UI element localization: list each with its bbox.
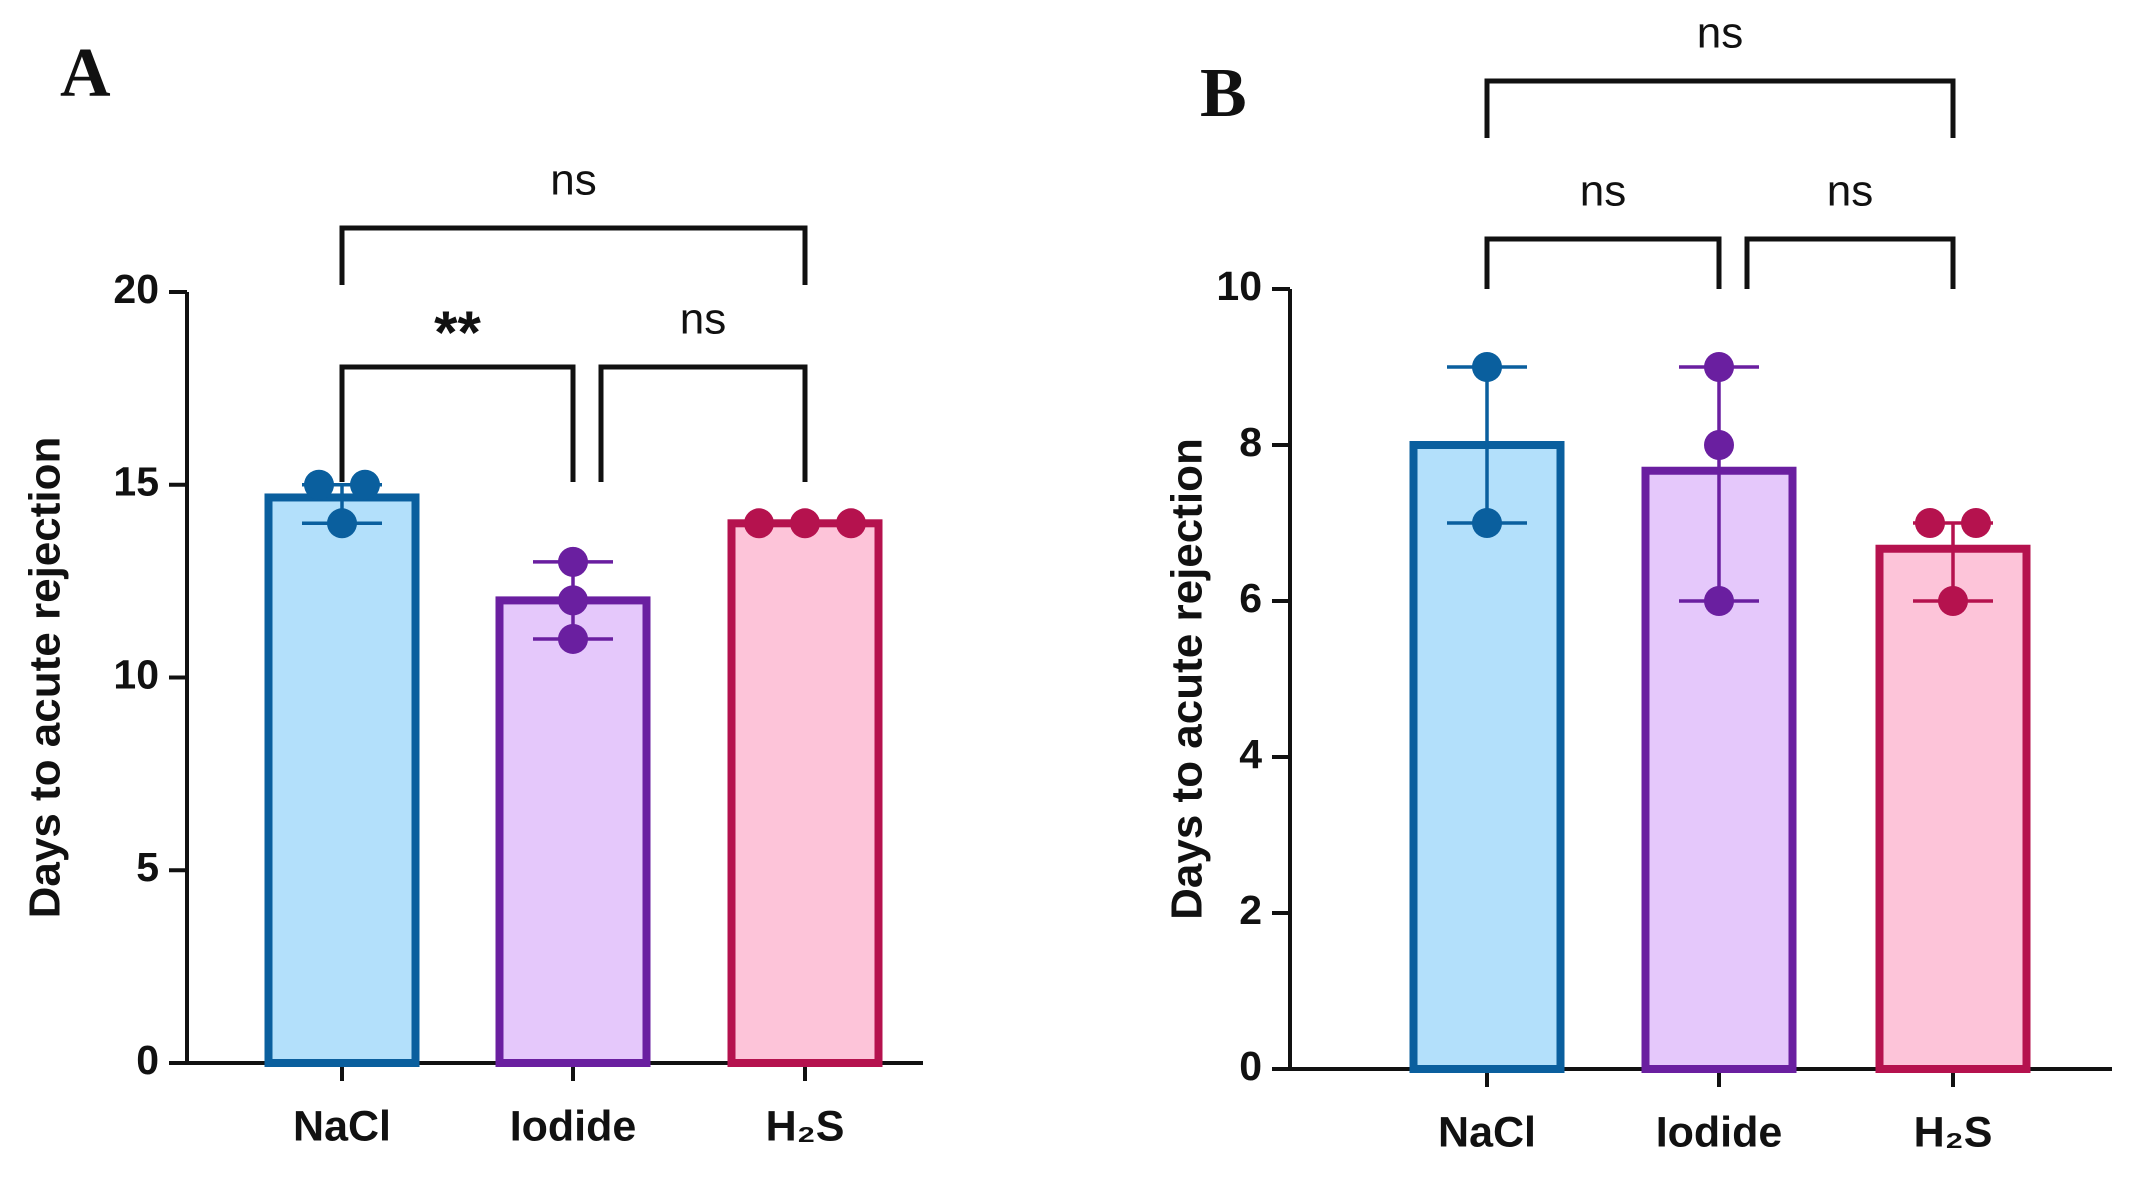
x-tick-label: NaCl (1438, 1108, 1536, 1156)
significance-label: ns (1580, 167, 1626, 216)
data-point (327, 508, 357, 539)
data-point (1472, 508, 1502, 538)
data-point (1961, 508, 1991, 538)
significance-bracket (339, 225, 808, 285)
significance-label: ** (434, 299, 481, 366)
significance-bracket (598, 364, 808, 482)
bar (1409, 441, 1565, 1073)
data-point (304, 469, 334, 500)
data-point (790, 508, 820, 539)
y-tick-label: 20 (113, 266, 159, 312)
panel-label: A (60, 35, 111, 112)
significance-label: ns (1827, 167, 1873, 216)
y-tick-label: 5 (136, 844, 159, 890)
y-axis-label: Days to acute rejection (21, 437, 70, 919)
x-tick-label: H₂S (1914, 1108, 1993, 1156)
data-point (1704, 352, 1734, 382)
data-point (558, 623, 588, 654)
significance-bracket (1484, 236, 1722, 289)
x-tick-label: NaCl (293, 1102, 391, 1150)
data-point (744, 508, 774, 539)
data-point (558, 546, 588, 577)
y-axis-label: Days to acute rejection (1163, 438, 1212, 920)
significance-label: ns (550, 156, 596, 205)
y-tick-label: 10 (1216, 263, 1262, 309)
y-tick-label: 4 (1239, 731, 1262, 777)
significance-bracket (1744, 236, 1956, 289)
data-point (558, 585, 588, 616)
data-point (836, 508, 866, 539)
data-point (350, 469, 380, 500)
y-tick-label: 0 (136, 1037, 159, 1083)
y-tick-label: 6 (1239, 575, 1262, 621)
panel-label: B (1200, 55, 1247, 132)
data-point (1472, 352, 1502, 382)
data-point (1938, 586, 1968, 616)
chart-panel: A Days to acute rejection 0 5 10 15 20 NaCl Iodi… (21, 35, 923, 1150)
y-tick-label: 0 (1239, 1043, 1262, 1089)
x-tick-label: Iodide (1656, 1108, 1783, 1156)
y-tick-label: 2 (1239, 887, 1262, 933)
y-tick-label: 10 (113, 651, 159, 697)
significance-bracket (339, 364, 576, 482)
significance-label: ns (680, 295, 726, 344)
data-point (1704, 586, 1734, 616)
x-tick-label: Iodide (510, 1102, 637, 1150)
chart-panel: B Days to acute rejection 0 2 4 6 8 10 NaCl Iodid… (1163, 9, 2112, 1156)
bar (727, 519, 883, 1067)
data-point (1915, 508, 1945, 538)
y-tick-label: 8 (1239, 419, 1262, 465)
significance-bracket (1484, 78, 1956, 138)
bar (1875, 544, 2031, 1073)
bar (495, 596, 651, 1068)
y-tick-label: 15 (113, 459, 159, 505)
x-tick-label: H₂S (766, 1102, 845, 1150)
data-point (1704, 430, 1734, 460)
bar (264, 493, 420, 1067)
significance-label: ns (1697, 9, 1743, 58)
